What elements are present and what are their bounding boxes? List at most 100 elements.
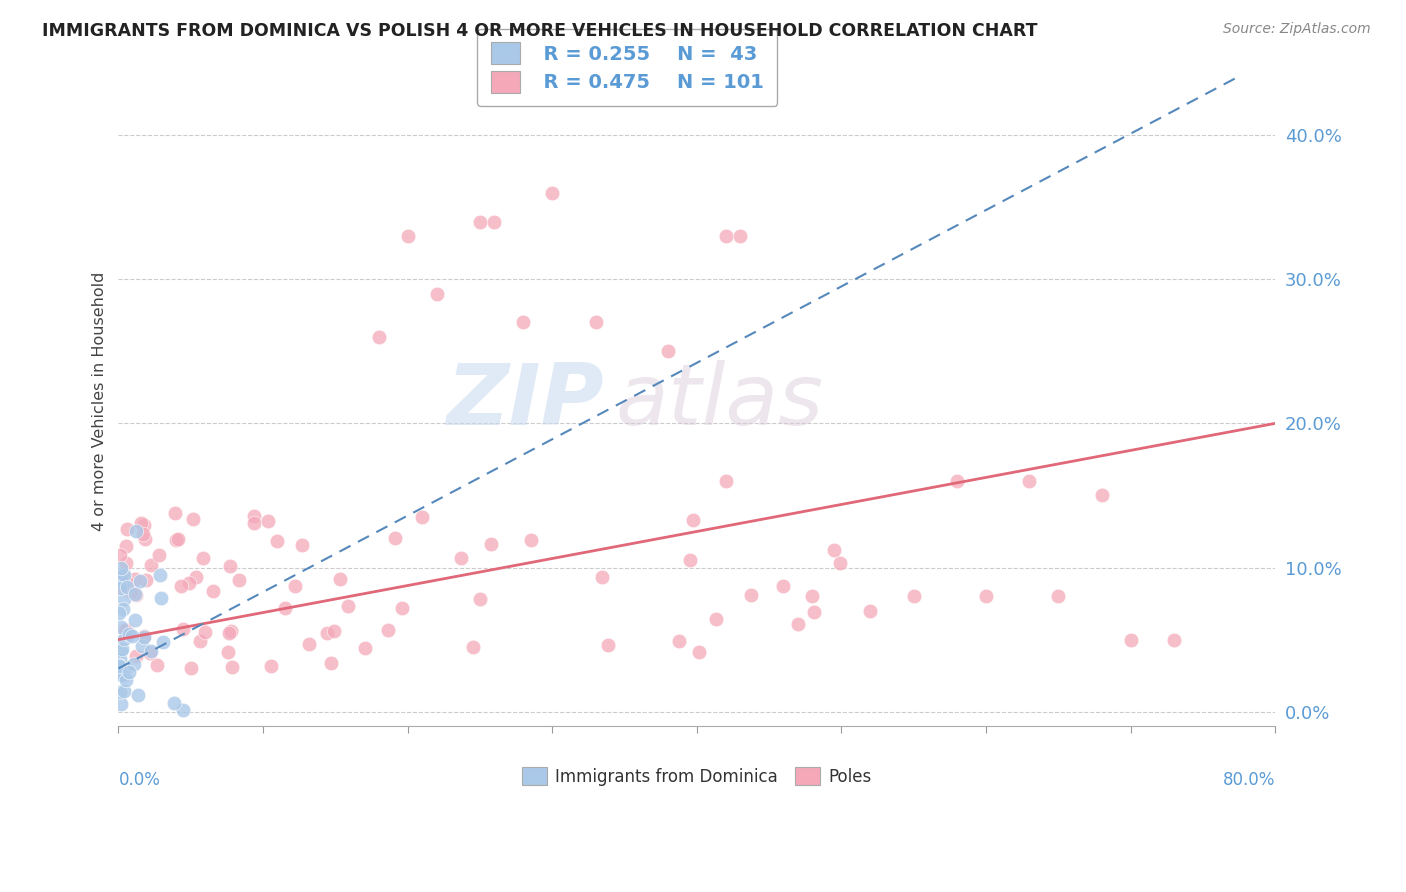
Y-axis label: 4 or more Vehicles in Household: 4 or more Vehicles in Household: [93, 272, 107, 532]
Point: [266, 534, 288, 549]
Point: [180, 661, 202, 675]
Point: [228, 574, 250, 588]
Point: [256, 514, 278, 528]
Point: [172, 622, 194, 636]
Point: [108, 548, 131, 562]
Point: [319, 656, 342, 670]
Point: [290, 538, 312, 552]
Point: [112, 591, 135, 606]
Point: [108, 657, 131, 672]
Point: [411, 509, 433, 524]
Point: [322, 624, 344, 638]
Point: [259, 659, 281, 673]
Point: [110, 644, 132, 658]
Text: ZIP: ZIP: [447, 360, 605, 443]
Point: [112, 632, 135, 646]
Point: [541, 186, 564, 200]
Text: 0.0%: 0.0%: [118, 772, 160, 789]
Point: [129, 516, 152, 530]
Point: [108, 658, 131, 673]
Point: [1119, 632, 1142, 647]
Point: [114, 668, 136, 682]
Point: [166, 533, 188, 547]
Text: IMMIGRANTS FROM DOMINICA VS POLISH 4 OR MORE VEHICLES IN HOUSEHOLD CORRELATION C: IMMIGRANTS FROM DOMINICA VS POLISH 4 OR …: [42, 22, 1038, 40]
Point: [243, 508, 266, 523]
Point: [108, 581, 131, 595]
Point: [520, 533, 543, 547]
Point: [186, 569, 208, 583]
Point: [112, 568, 135, 582]
Point: [114, 624, 136, 638]
Point: [243, 516, 266, 530]
Point: [679, 553, 702, 567]
Point: [396, 229, 419, 244]
Point: [657, 344, 679, 359]
Point: [181, 512, 204, 526]
Point: [145, 658, 167, 673]
Point: [115, 580, 138, 594]
Point: [125, 588, 148, 602]
Point: [118, 665, 141, 679]
Text: Source: ZipAtlas.com: Source: ZipAtlas.com: [1223, 22, 1371, 37]
Point: [668, 633, 690, 648]
Point: [115, 522, 138, 536]
Point: [115, 574, 138, 589]
Point: [803, 605, 825, 619]
Point: [110, 620, 132, 634]
Point: [127, 689, 149, 703]
Point: [114, 556, 136, 570]
Point: [108, 652, 131, 666]
Point: [112, 683, 135, 698]
Point: [859, 604, 882, 618]
Point: [704, 612, 727, 626]
Point: [108, 660, 131, 674]
Point: [221, 660, 243, 674]
Point: [384, 531, 406, 545]
Point: [118, 626, 141, 640]
Point: [682, 513, 704, 527]
Point: [125, 524, 148, 539]
Point: [316, 626, 339, 640]
Point: [132, 631, 155, 645]
Point: [110, 560, 132, 574]
Point: [772, 579, 794, 593]
Legend: Immigrants from Dominica, Poles: Immigrants from Dominica, Poles: [516, 761, 879, 792]
Point: [354, 641, 377, 656]
Point: [740, 589, 762, 603]
Point: [823, 543, 845, 558]
Point: [124, 587, 146, 601]
Point: [111, 667, 134, 681]
Point: [120, 584, 142, 599]
Point: [367, 330, 389, 344]
Point: [273, 601, 295, 615]
Point: [135, 573, 157, 587]
Point: [591, 570, 613, 584]
Point: [450, 550, 472, 565]
Point: [201, 584, 224, 599]
Point: [134, 532, 156, 546]
Point: [801, 590, 824, 604]
Point: [110, 573, 132, 587]
Point: [468, 214, 491, 228]
Point: [218, 625, 240, 640]
Point: [114, 659, 136, 673]
Point: [112, 569, 135, 583]
Point: [1018, 474, 1040, 488]
Point: [217, 645, 239, 659]
Point: [974, 590, 997, 604]
Point: [828, 556, 851, 570]
Text: 80.0%: 80.0%: [1223, 772, 1275, 789]
Point: [117, 624, 139, 638]
Point: [219, 624, 242, 638]
Point: [141, 644, 163, 658]
Point: [148, 548, 170, 562]
Point: [132, 526, 155, 541]
Point: [139, 558, 162, 573]
Point: [1163, 632, 1185, 647]
Point: [111, 602, 134, 616]
Point: [108, 581, 131, 595]
Point: [714, 474, 737, 488]
Point: [194, 625, 217, 640]
Point: [191, 551, 214, 566]
Point: [219, 559, 242, 574]
